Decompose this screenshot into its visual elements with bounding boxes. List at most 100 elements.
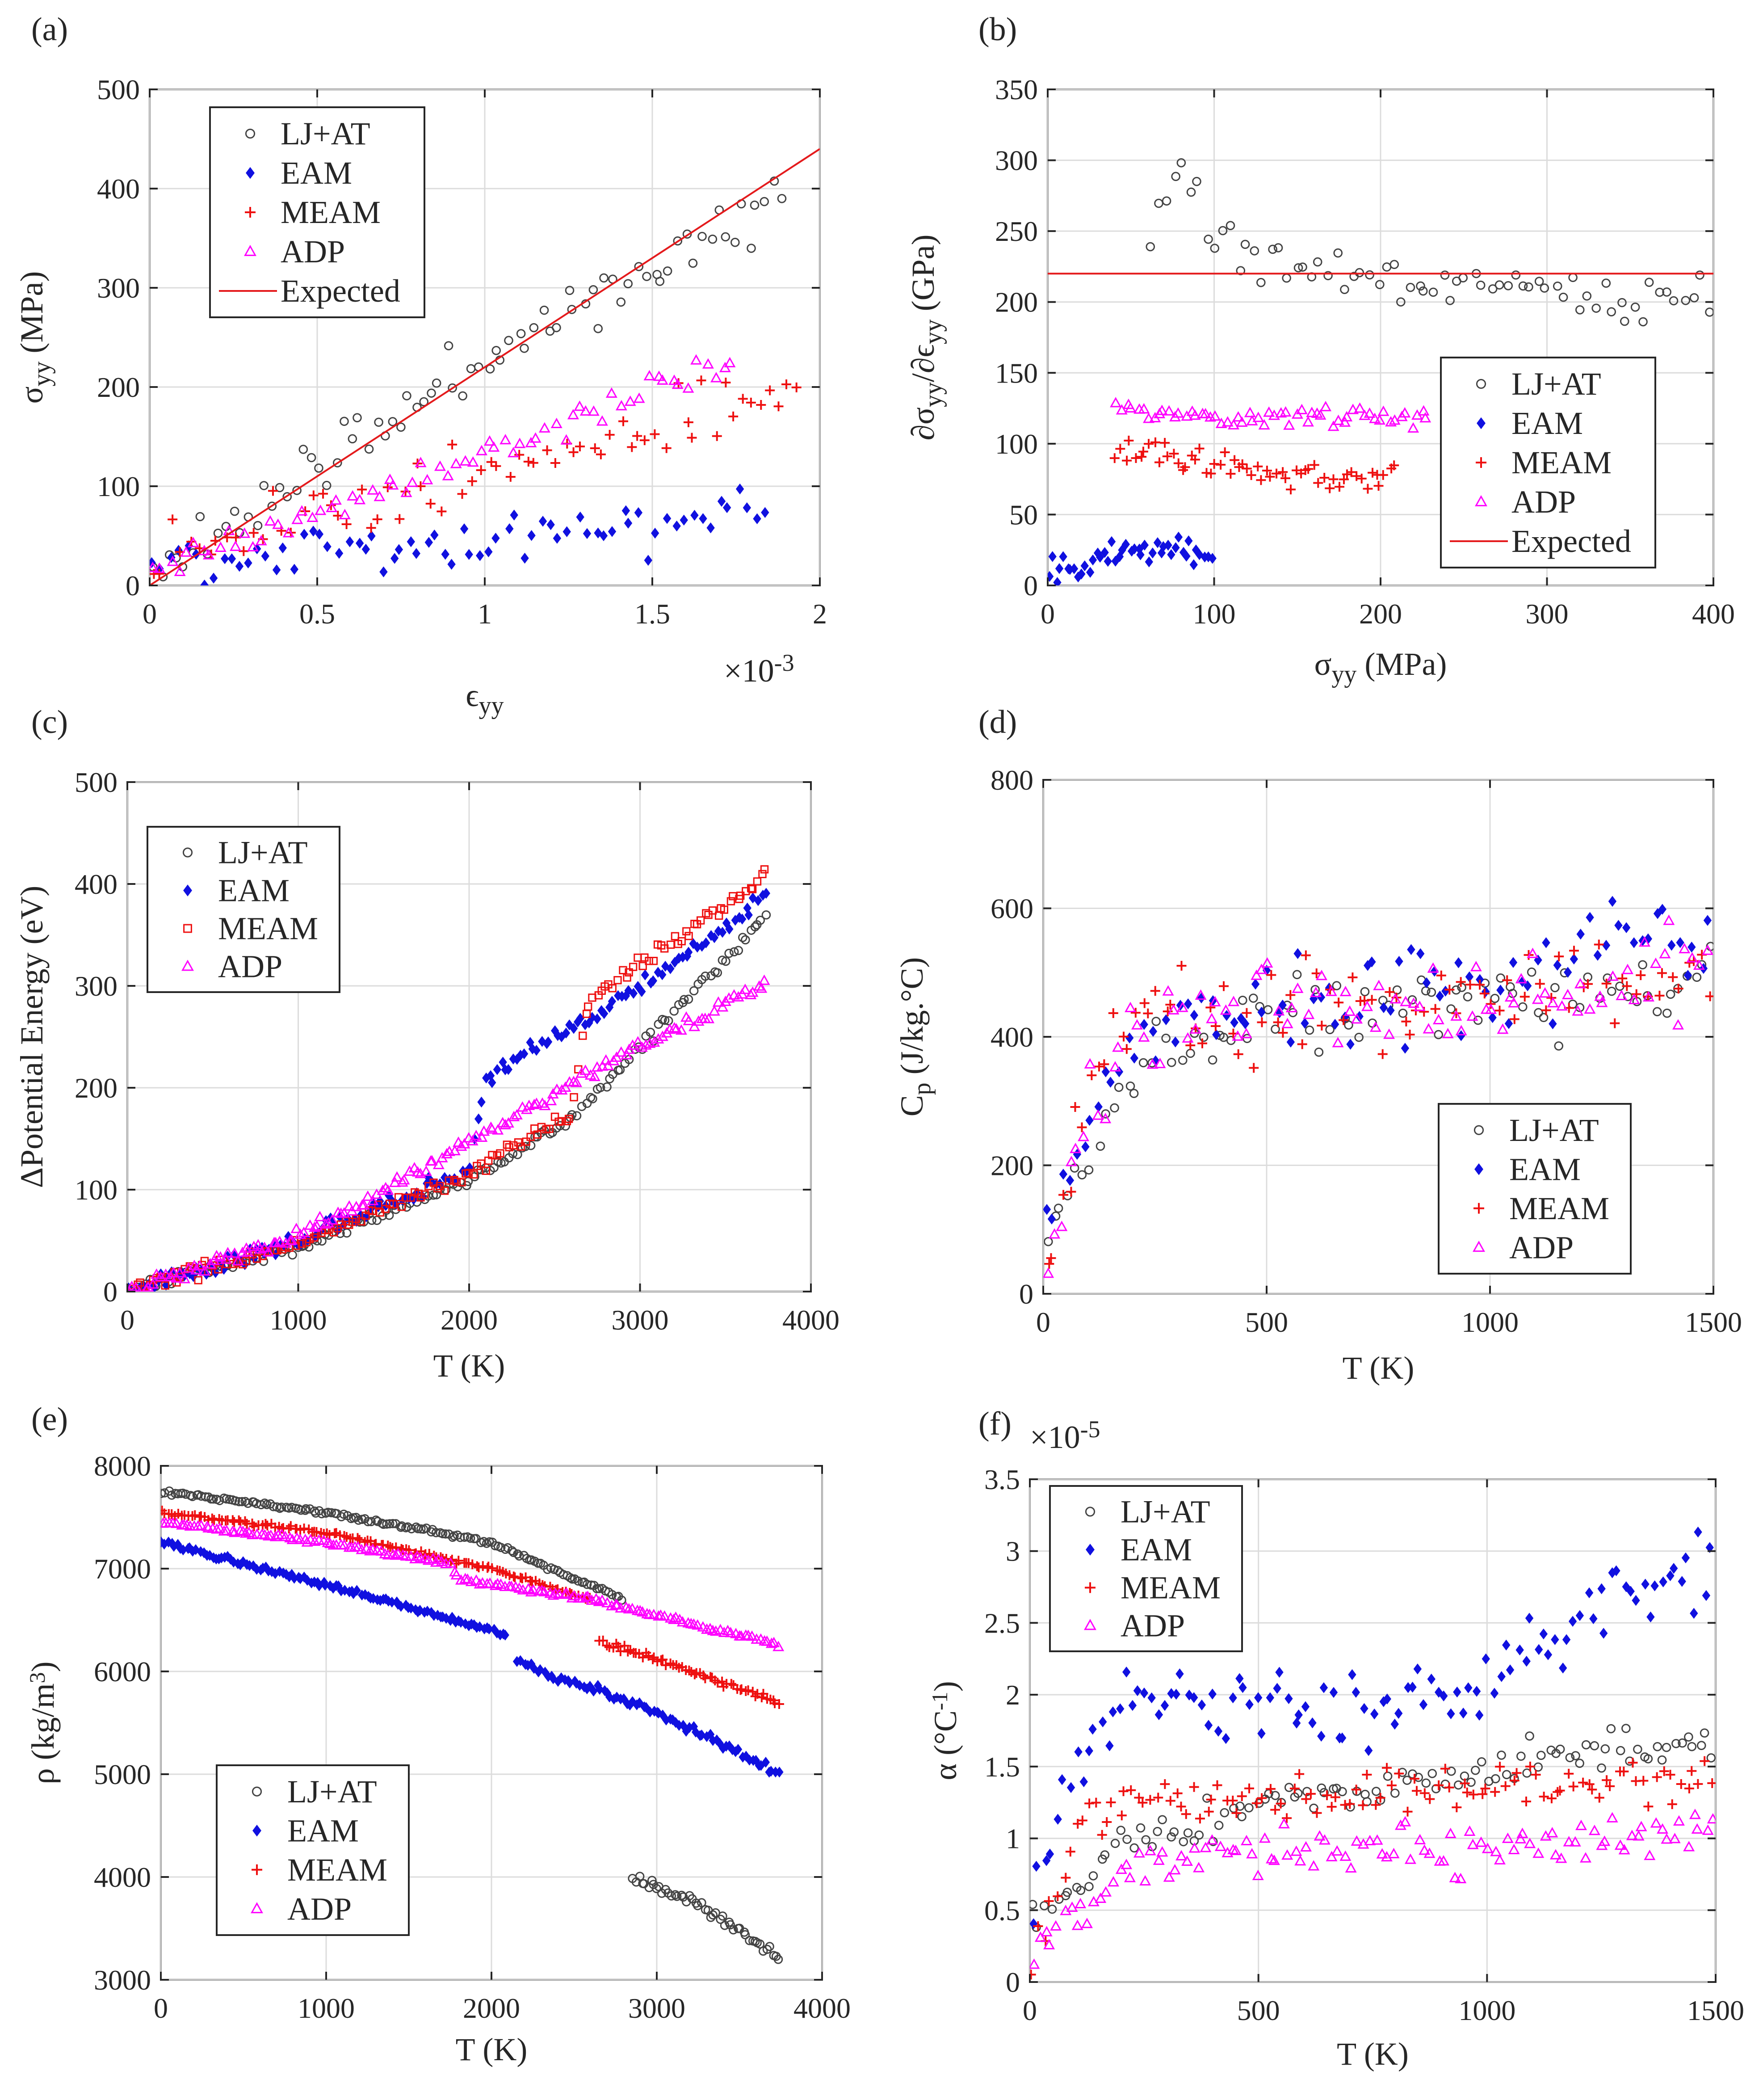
data-point (142, 1281, 154, 1292)
data-point (339, 509, 351, 519)
data-point (765, 385, 775, 396)
x-tick-label: 2000 (463, 1992, 520, 2024)
data-point (1607, 970, 1619, 981)
data-point (708, 1910, 718, 1920)
data-point (335, 547, 344, 559)
data-point (1345, 1862, 1357, 1873)
data-point (761, 910, 771, 920)
data-point (405, 1550, 417, 1561)
data-point (444, 341, 453, 350)
data-point (395, 544, 403, 555)
data-point (1346, 1039, 1355, 1050)
data-point (1394, 1819, 1406, 1830)
data-point (1633, 1830, 1645, 1841)
data-point (1564, 1768, 1574, 1779)
data-point (1419, 1844, 1431, 1855)
legend-label: EAM (1511, 405, 1583, 441)
data-point (364, 1545, 376, 1556)
x-tick-label: 500 (1245, 1306, 1288, 1338)
x-tick-label: 100 (1193, 598, 1236, 630)
data-point (1495, 1762, 1505, 1772)
data-point (1108, 1706, 1117, 1717)
data-point (1436, 990, 1444, 1002)
data-point (1475, 1709, 1484, 1721)
data-point (460, 1532, 469, 1542)
data-point (459, 455, 471, 466)
data-point (1676, 1779, 1686, 1789)
data-point (326, 501, 338, 512)
y-tick-label: 8000 (94, 1450, 151, 1482)
data-point (450, 1569, 462, 1580)
data-point (214, 1522, 226, 1533)
panel-label: (f) (978, 1406, 1012, 1442)
data-point (1246, 1848, 1258, 1859)
x-tick-label: 0 (1036, 1306, 1050, 1338)
data-point (1154, 1709, 1163, 1721)
data-point (358, 1199, 370, 1210)
data-point (1421, 1778, 1431, 1788)
data-point (1482, 1653, 1490, 1665)
data-point (1574, 978, 1587, 989)
data-point (1650, 957, 1662, 968)
data-point (1167, 549, 1175, 560)
data-point (703, 1013, 715, 1023)
data-point (1070, 1143, 1082, 1153)
data-point (719, 995, 731, 1006)
data-point (1294, 1855, 1306, 1866)
data-point (650, 429, 660, 439)
data-point (602, 1060, 614, 1070)
legend-item: MEAM (1476, 445, 1612, 480)
data-point (445, 1176, 453, 1185)
data-point (1163, 405, 1175, 416)
data-point (761, 1757, 770, 1768)
data-point (671, 932, 680, 941)
series-eam (150, 483, 769, 585)
data-point (1369, 412, 1381, 423)
data-point (1209, 410, 1221, 421)
data-point (1695, 270, 1704, 280)
data-point (1070, 1102, 1080, 1112)
data-point (598, 1635, 608, 1645)
data-point (1442, 1028, 1454, 1039)
data-point (1106, 1077, 1115, 1088)
data-point (1229, 1692, 1237, 1704)
data-point (1062, 1887, 1072, 1897)
data-point (458, 1178, 466, 1187)
data-point (1666, 989, 1675, 999)
data-point (1134, 1793, 1144, 1803)
data-point (1133, 1685, 1142, 1696)
data-point (1138, 446, 1148, 457)
data-point (1206, 1834, 1218, 1845)
data-point (511, 1109, 523, 1119)
y-tick-label: 200 (75, 1072, 118, 1104)
data-point (1345, 1799, 1355, 1809)
data-point (648, 1654, 658, 1664)
data-point (1050, 1920, 1062, 1931)
data-point (1608, 896, 1617, 907)
legend-swatch (245, 207, 256, 218)
data-point (1453, 1780, 1463, 1790)
y-axis-label: Cp (J/kg.°C) (894, 957, 936, 1117)
data-point (568, 447, 579, 457)
data-point (1532, 1847, 1545, 1858)
data-point (1301, 1018, 1309, 1029)
data-point (321, 1579, 329, 1591)
data-point (315, 528, 324, 540)
data-point (1162, 1014, 1171, 1026)
data-point (1612, 1565, 1620, 1577)
data-point (1518, 281, 1528, 291)
data-point (1125, 1002, 1137, 1012)
legend-swatch (245, 128, 256, 139)
data-point (1139, 998, 1150, 1008)
data-point (1365, 270, 1374, 280)
data-point (627, 442, 637, 452)
data-point (1102, 1817, 1112, 1827)
data-point (1278, 1818, 1290, 1829)
data-point (1153, 1854, 1165, 1865)
data-point (1156, 1846, 1168, 1857)
data-point (1041, 1926, 1053, 1936)
data-point (690, 354, 702, 365)
data-point (1070, 563, 1079, 574)
data-point (1244, 1783, 1254, 1793)
data-point (1145, 1795, 1155, 1805)
